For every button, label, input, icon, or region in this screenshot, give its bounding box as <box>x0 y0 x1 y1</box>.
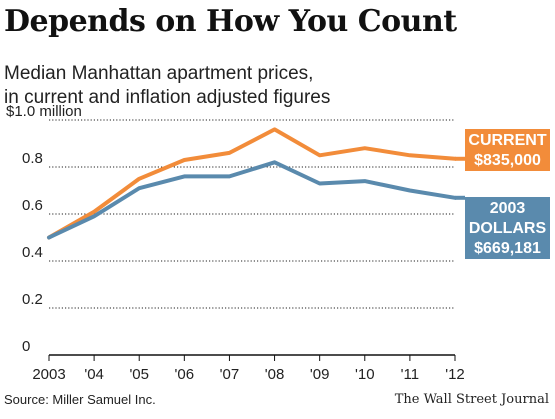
y-tick-label: 0.8 <box>22 150 43 167</box>
source-note: Source: Miller Samuel Inc. <box>4 392 156 407</box>
y-tick-label: 0.6 <box>22 197 43 214</box>
series-label-box-current <box>465 129 550 171</box>
series-label-adjusted: $669,181 <box>474 240 541 257</box>
y-tick-label: 0.2 <box>22 291 43 308</box>
chart-subtitle: Median Manhattan apartment prices, in cu… <box>4 62 330 110</box>
x-tick-label: '07 <box>220 366 240 383</box>
series-label-adjusted: DOLLARS <box>469 220 547 237</box>
x-tick-label: 2003 <box>32 366 65 383</box>
x-tick-label: '10 <box>355 366 375 383</box>
y-tick-label: $1.0 million <box>6 103 82 120</box>
x-tick-label: '05 <box>129 366 149 383</box>
series-line-adjusted <box>47 160 457 240</box>
subtitle-line-1: Median Manhattan apartment prices, <box>4 63 314 84</box>
x-tick-label: '09 <box>310 366 330 383</box>
y-tick-label: 0 <box>22 338 30 355</box>
series-label-adjusted: 2003 <box>490 200 526 217</box>
series-label-current: CURRENT <box>468 132 546 149</box>
x-tick-label: '04 <box>84 366 104 383</box>
subtitle-line-2: in current and inflation adjusted figure… <box>4 87 331 108</box>
x-tick-label: '06 <box>175 366 195 383</box>
chart-title: Depends on How You Count <box>4 4 457 39</box>
x-tick-label: '11 <box>401 366 419 383</box>
series-label-current: $835,000 <box>474 152 541 169</box>
publisher-credit: The Wall Street Journal <box>394 392 549 407</box>
x-tick-label: '08 <box>265 366 285 383</box>
y-tick-label: 0.4 <box>22 244 43 261</box>
series-label-box-adjusted <box>465 197 550 259</box>
series-line-current <box>47 127 457 240</box>
x-tick-label: '12 <box>445 366 465 383</box>
